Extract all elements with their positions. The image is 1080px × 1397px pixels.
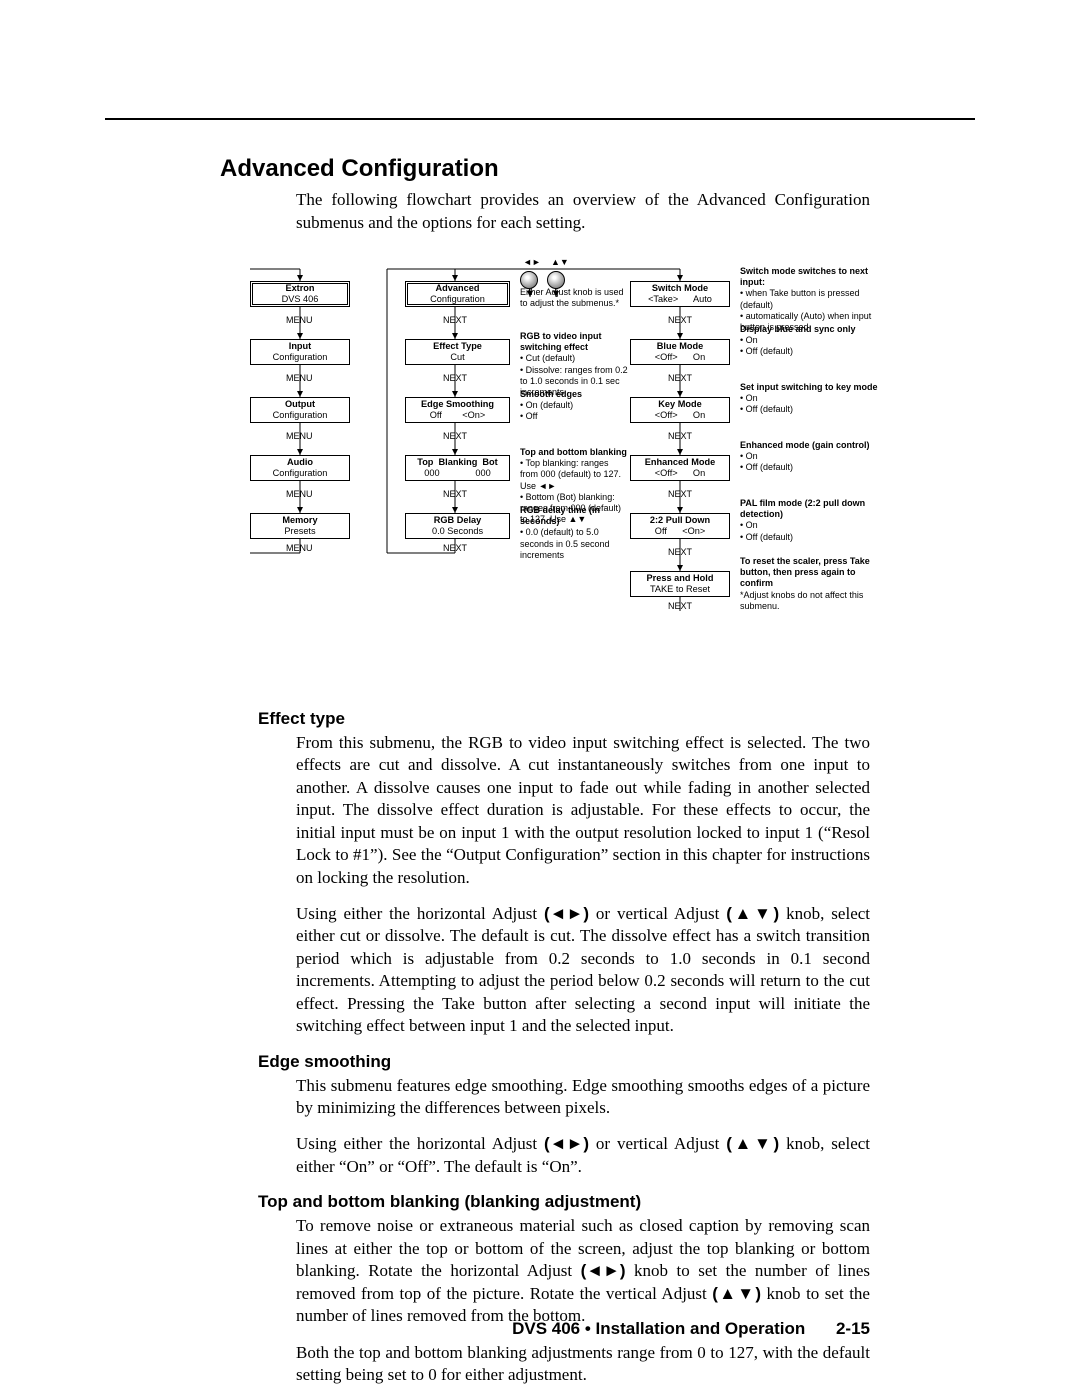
page: Advanced Configuration The following flo… [0,0,1080,1397]
next-label-2-3: NEXT [443,489,467,499]
section-2-para-1: Both the top and bottom blanking adjustm… [296,1342,870,1387]
col2-node-2: Edge SmoothingOff <On> [405,397,510,423]
sections: Effect type From this submenu, the RGB to… [220,709,870,1387]
desc3-1: Display blue and sync only• On • Off (de… [740,324,885,358]
knob-note: Either Adjust knob is used to adjust the… [520,287,625,310]
footer-page: 2-15 [836,1319,870,1338]
menu-label-last1: MENU [286,543,313,553]
desc2-3: RGB delay time (in seconds)• 0.0 (defaul… [520,505,628,561]
col3-node-3: Enhanced Mode<Off> On [630,455,730,481]
menu-label-0: MENU [286,315,313,325]
menu-label-2: MENU [286,431,313,441]
col3-node-4: 2:2 Pull DownOff <On> [630,513,730,539]
col3-node-5: Press and HoldTAKE to Reset [630,571,730,597]
section-heading-0: Effect type [258,709,870,729]
footer-doc: DVS 406 • Installation and Operation [512,1319,805,1338]
col2-node-1: Effect TypeCut [405,339,510,365]
next-label-2-0: NEXT [443,315,467,325]
col3-node-2: Key Mode<Off> On [630,397,730,423]
col3-node-0: Switch Mode<Take> Auto [630,281,730,307]
glyph-vertical-icon: ▲▼ [551,257,569,267]
desc2-1: Smooth edges• On (default) • Off [520,389,628,423]
desc3-5: To reset the scaler, press Take button, … [740,556,885,612]
section-heading-1: Edge smoothing [258,1052,870,1072]
menu-label-3: MENU [286,489,313,499]
glyph-horizontal-icon: ◄► [523,257,541,267]
next-label-3-1: NEXT [668,373,692,383]
col2-node-3: Top Blanking Bot000 000 [405,455,510,481]
col1-node-0: ExtronDVS 406 [250,281,350,307]
next-label-2-last: NEXT [443,543,467,553]
section-0-para-0: From this submenu, the RGB to video inpu… [296,732,870,889]
section-1-para-0: This submenu features edge smoothing. Ed… [296,1075,870,1120]
next-label-2-1: NEXT [443,373,467,383]
next-label-3-4: NEXT [668,547,692,557]
col3-node-1: Blue Mode<Off> On [630,339,730,365]
col1-node-2: OutputConfiguration [250,397,350,423]
flowchart: ◄► ▲▼ ExtronDVS 406 MENU InputConfiguratio… [250,253,900,683]
col2-node-4: RGB Delay0.0 Seconds [405,513,510,539]
next-label-3-3: NEXT [668,489,692,499]
desc3-2: Set input switching to key mode• On • Of… [740,382,885,416]
col1-node-1: InputConfiguration [250,339,350,365]
section-0-para-1: Using either the horizontal Adjust (◄►) … [296,903,870,1038]
section-2-para-0: To remove noise or extraneous material s… [296,1215,870,1327]
next-label-3-0: NEXT [668,315,692,325]
next-label-3-last: NEXT [668,601,692,611]
page-title: Advanced Configuration [220,155,870,183]
desc3-4: PAL film mode (2:2 pull down detection)•… [740,498,885,543]
page-footer: DVS 406 • Installation and Operation 2-1… [512,1319,870,1339]
menu-label-1: MENU [286,373,313,383]
next-label-2-2: NEXT [443,431,467,441]
section-heading-2: Top and bottom blanking (blanking adjust… [258,1192,870,1212]
intro-paragraph: The following flowchart provides an over… [296,189,870,235]
col1-node-3: AudioConfiguration [250,455,350,481]
col2-node-0: AdvancedConfiguration [405,281,510,307]
section-1-para-1: Using either the horizontal Adjust (◄►) … [296,1133,870,1178]
col1-node-4: MemoryPresets [250,513,350,539]
next-label-3-2: NEXT [668,431,692,441]
desc3-3: Enhanced mode (gain control)• On • Off (… [740,440,885,474]
